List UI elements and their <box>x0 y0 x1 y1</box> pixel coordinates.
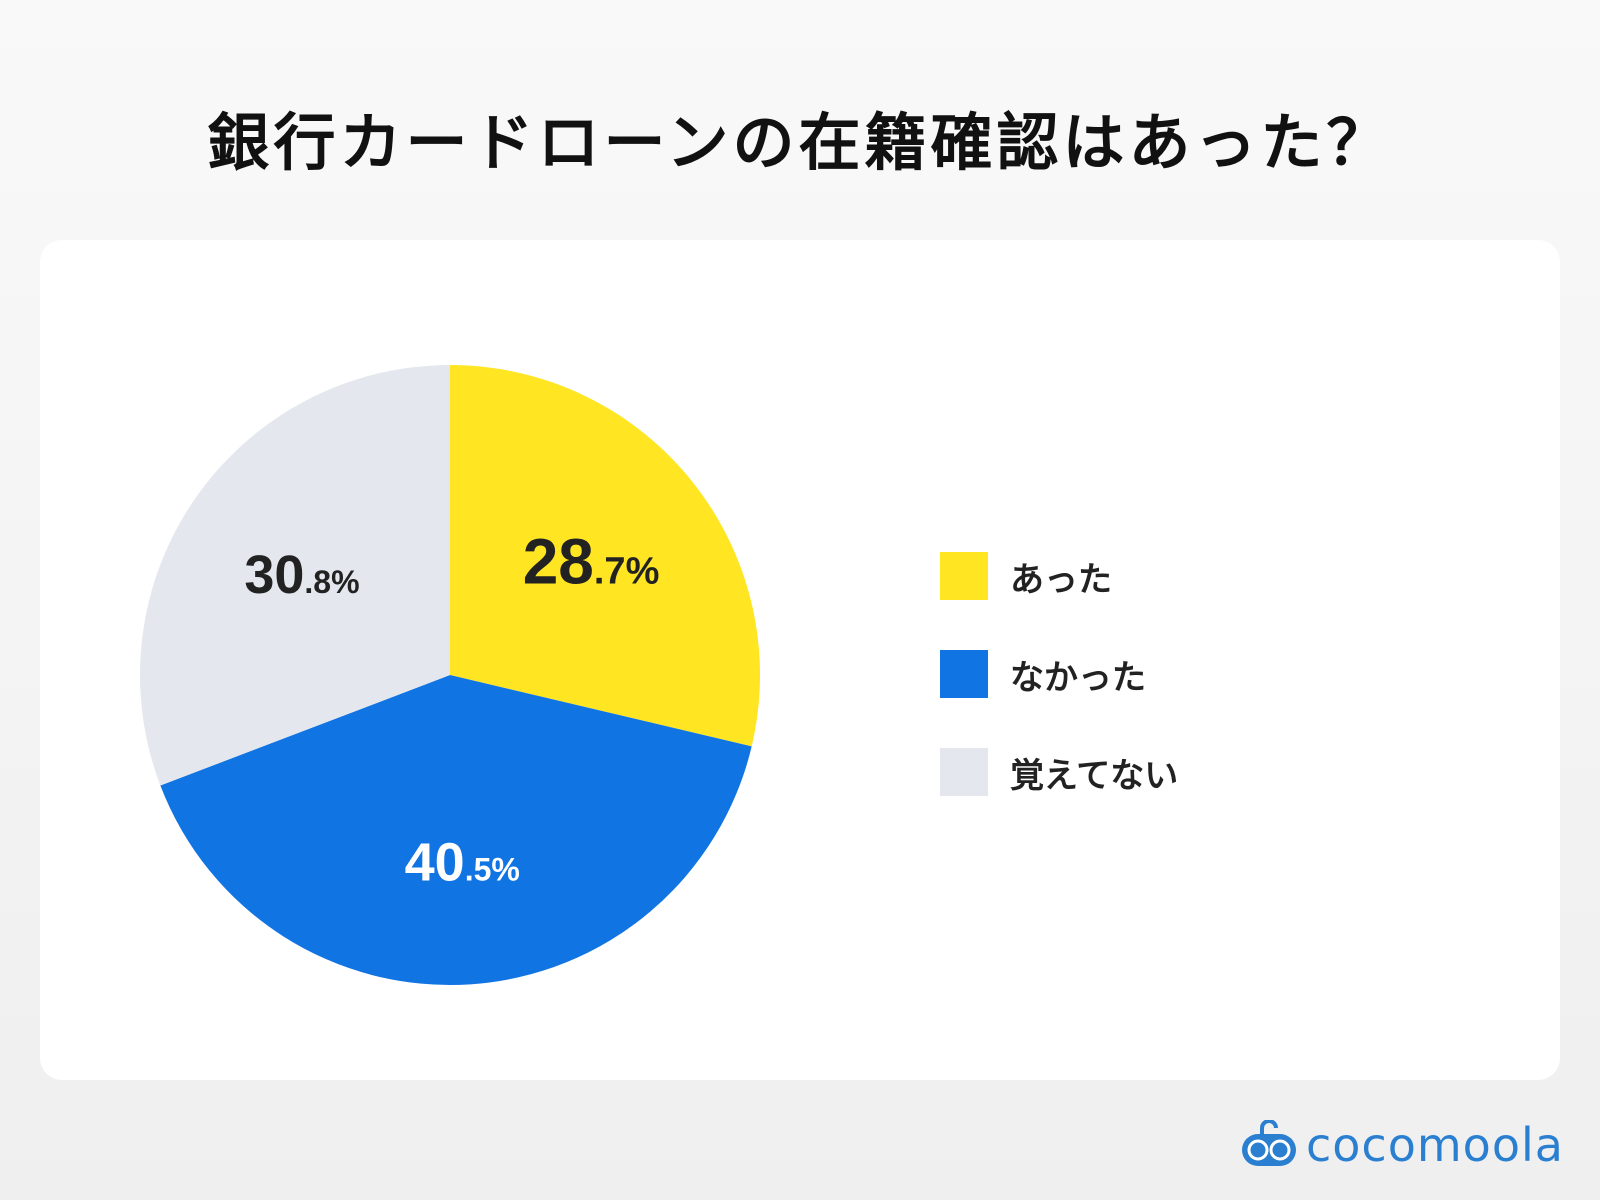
legend-label: なかった <box>1010 657 1146 698</box>
data-label-2: 30.8% <box>244 545 359 605</box>
logo-text: cocomoola <box>1306 1118 1564 1172</box>
pie-slice-0 <box>450 365 760 747</box>
legend: あった なかった 覚えてない <box>940 552 1178 846</box>
pie-slice-1 <box>160 675 752 986</box>
legend-item-1: なかった <box>940 650 1178 698</box>
chart-title: 銀行カードローンの在籍確認はあった？ <box>207 106 1393 179</box>
legend-item-2: 覚えてない <box>940 748 1178 796</box>
data-label-0: 28.7% <box>523 525 660 597</box>
brand-logo: cocomoola <box>1240 1118 1564 1172</box>
legend-swatch <box>940 748 988 796</box>
data-label-1: 40.5% <box>405 833 520 893</box>
logo-icon <box>1242 1120 1296 1166</box>
legend-swatch <box>940 650 988 698</box>
legend-label: 覚えてない <box>1010 755 1179 796</box>
pie-chart: 28.7% 40.5% 30.8% <box>139 365 760 986</box>
chart-card: 28.7% 40.5% 30.8% あった なかった 覚えてない <box>40 240 1560 1080</box>
legend-swatch <box>940 552 988 600</box>
pie-slice-2 <box>139 365 450 786</box>
legend-label: あった <box>1010 559 1112 600</box>
legend-item-0: あった <box>940 552 1178 600</box>
